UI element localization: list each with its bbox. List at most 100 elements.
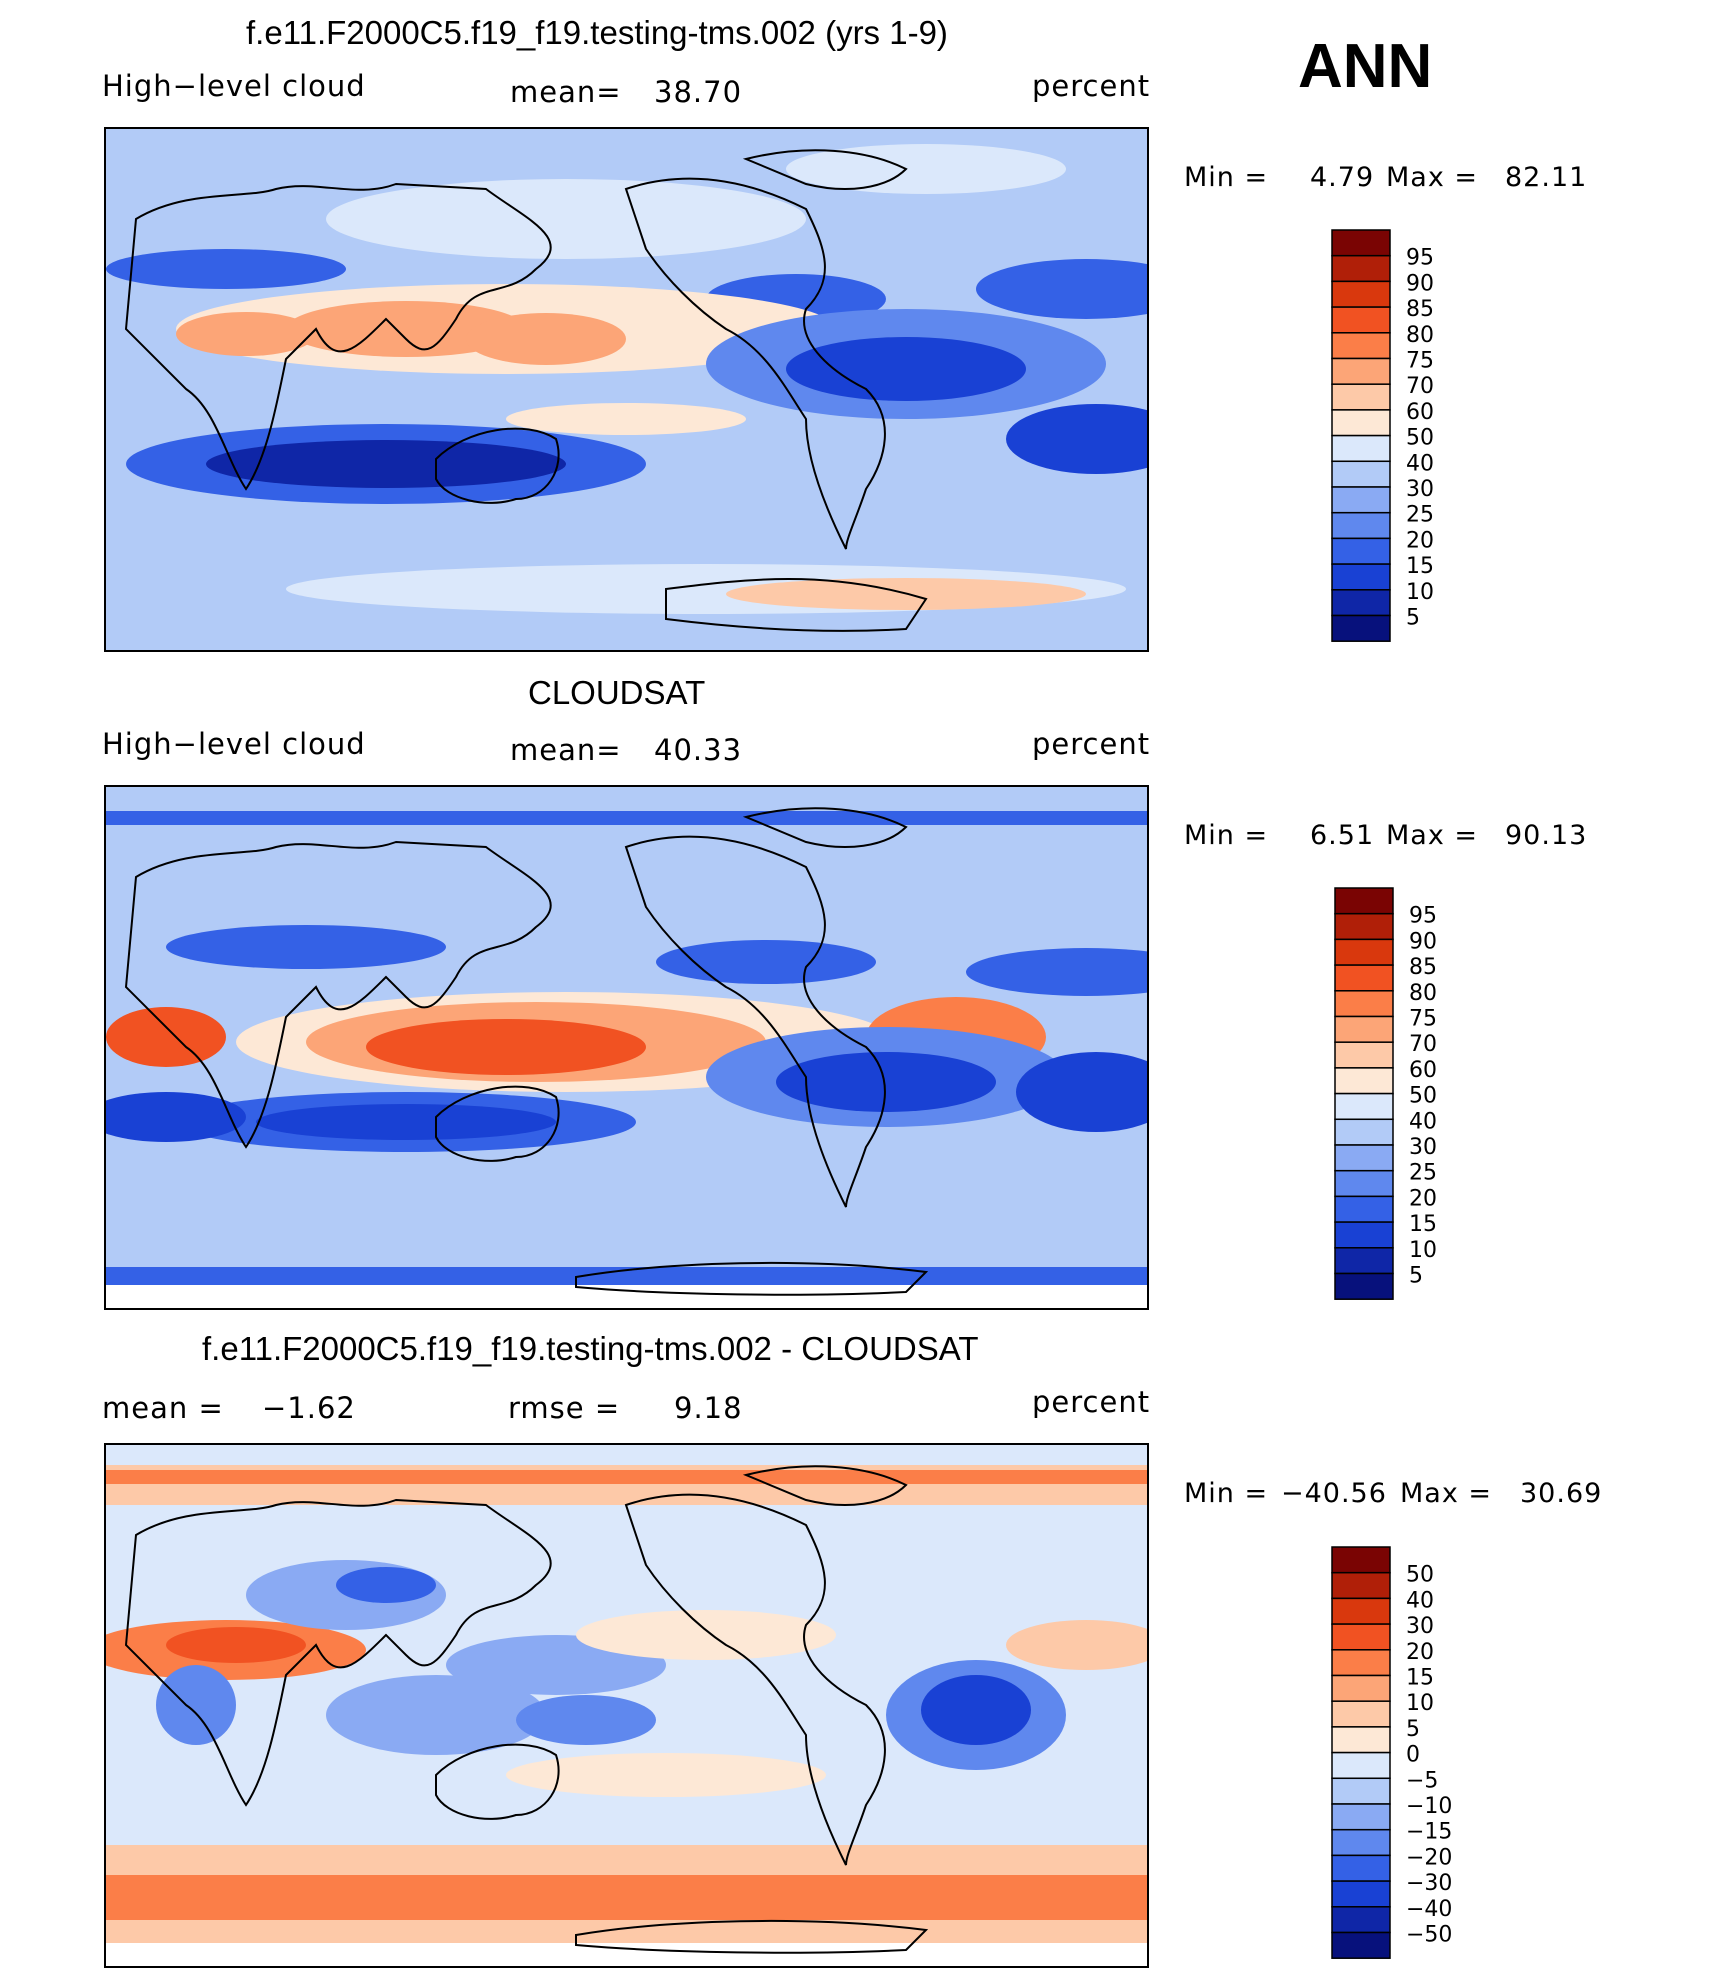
colorbar-box bbox=[1334, 1118, 1394, 1146]
colorbar-level-label: −10 bbox=[1406, 1794, 1452, 1819]
colorbar-level-label: 70 bbox=[1409, 1032, 1437, 1057]
colorbar-box bbox=[1331, 357, 1391, 385]
colorbar-box bbox=[1331, 1854, 1391, 1882]
colorbar-box bbox=[1331, 460, 1391, 488]
colorbar-level-label: 5 bbox=[1406, 1717, 1420, 1742]
colorbar-level-label: 40 bbox=[1406, 1588, 1434, 1613]
colorbar-level-label: 20 bbox=[1406, 1640, 1434, 1665]
colorbar-level-label: 85 bbox=[1409, 955, 1437, 980]
colorbar-level-label: 70 bbox=[1406, 374, 1434, 399]
colorbar-level-label: 75 bbox=[1409, 1007, 1437, 1032]
colorbar-level-label: −20 bbox=[1406, 1845, 1452, 1870]
colorbar-box bbox=[1331, 1751, 1391, 1780]
panel-2-max-label: Max = bbox=[1386, 820, 1479, 851]
colorbar-box bbox=[1331, 1931, 1391, 1959]
panel-2-min-label: Min = bbox=[1184, 820, 1269, 851]
colorbar-box bbox=[1331, 1700, 1391, 1728]
season-label: ANN bbox=[1298, 32, 1433, 101]
colorbar-box bbox=[1331, 1674, 1391, 1702]
colorbar-box bbox=[1334, 1221, 1394, 1249]
panel-3-max-label: Max = bbox=[1400, 1478, 1493, 1509]
panel-2-title: CLOUDSAT bbox=[528, 674, 706, 711]
panel-2-contour-field bbox=[106, 787, 1147, 1308]
colorbar-level-label: 15 bbox=[1409, 1212, 1437, 1237]
panel-1-variable-label: High−level cloud bbox=[102, 69, 366, 103]
colorbar-box bbox=[1334, 912, 1394, 941]
colorbar-box bbox=[1334, 938, 1394, 966]
panel-3-title: f.e11.F2000C5.f19_f19.testing-tms.002 - … bbox=[202, 1330, 979, 1367]
colorbar-box bbox=[1331, 280, 1391, 308]
colorbar-level-label: −50 bbox=[1406, 1923, 1452, 1948]
panel-3-rmse-label: rmse = bbox=[508, 1391, 621, 1425]
colorbar-level-label: 50 bbox=[1406, 426, 1434, 451]
panel-2-mean-value: 40.33 bbox=[654, 733, 743, 767]
panel-3-rmse-value: 9.18 bbox=[674, 1391, 743, 1425]
panel-2-map bbox=[104, 785, 1149, 1310]
colorbar-level-label: −30 bbox=[1406, 1871, 1452, 1896]
panel-1-map bbox=[104, 127, 1149, 652]
colorbar-box bbox=[1331, 383, 1391, 411]
colorbar-level-label: 20 bbox=[1406, 528, 1434, 553]
colorbar-box bbox=[1331, 332, 1391, 360]
colorbar-level-label: 10 bbox=[1406, 1691, 1434, 1716]
colorbar-box bbox=[1331, 229, 1391, 257]
panel-2-min-value: 6.51 bbox=[1310, 820, 1375, 851]
colorbar-box bbox=[1331, 537, 1391, 565]
colorbar-level-label: 0 bbox=[1406, 1743, 1420, 1768]
colorbar-box bbox=[1334, 1092, 1394, 1121]
colorbar-level-label: 20 bbox=[1409, 1186, 1437, 1211]
colorbar-box bbox=[1334, 1067, 1394, 1095]
colorbar-box bbox=[1331, 1803, 1391, 1831]
colorbar-box bbox=[1331, 254, 1391, 283]
colorbar-level-label: 90 bbox=[1406, 271, 1434, 296]
colorbar-box bbox=[1334, 1247, 1394, 1275]
colorbar-level-label: 10 bbox=[1406, 580, 1434, 605]
colorbar-box bbox=[1334, 990, 1394, 1018]
colorbar-box bbox=[1331, 486, 1391, 514]
colorbar-level-label: 90 bbox=[1409, 929, 1437, 954]
colorbar-level-label: 30 bbox=[1406, 477, 1434, 502]
colorbar-level-label: 80 bbox=[1406, 323, 1434, 348]
colorbar-box bbox=[1331, 1906, 1391, 1934]
colorbar-level-label: 95 bbox=[1406, 246, 1434, 271]
colorbar-box bbox=[1331, 563, 1391, 591]
colorbar-box bbox=[1334, 964, 1394, 992]
colorbar-box bbox=[1334, 1195, 1394, 1223]
panel-3-map bbox=[104, 1443, 1149, 1968]
panel-2-mean-label: mean= bbox=[510, 733, 622, 767]
panel-1-units: percent bbox=[1032, 69, 1151, 103]
colorbar-box bbox=[1331, 1597, 1391, 1625]
panel-3-mean-value: −1.62 bbox=[262, 1391, 356, 1425]
colorbar-box bbox=[1331, 1880, 1391, 1908]
colorbar-box bbox=[1331, 589, 1391, 617]
panel-3-min-label: Min = bbox=[1184, 1478, 1269, 1509]
panel-1-title: f.e11.F2000C5.f19_f19.testing-tms.002 (y… bbox=[246, 14, 948, 51]
colorbar-box bbox=[1331, 1828, 1391, 1857]
colorbar-box bbox=[1331, 511, 1391, 540]
colorbar-level-label: 30 bbox=[1409, 1135, 1437, 1160]
colorbar-box bbox=[1334, 1041, 1394, 1069]
colorbar-level-label: −15 bbox=[1406, 1820, 1452, 1845]
colorbar-level-label: 15 bbox=[1406, 1666, 1434, 1691]
colorbar-box bbox=[1334, 1272, 1394, 1300]
colorbar-box bbox=[1334, 887, 1394, 915]
colorbar-box bbox=[1334, 1169, 1394, 1198]
colorbar-level-label: 40 bbox=[1409, 1109, 1437, 1134]
colorbar-level-label: 85 bbox=[1406, 297, 1434, 322]
colorbar-level-label: 60 bbox=[1406, 400, 1434, 425]
colorbar-box bbox=[1331, 1777, 1391, 1805]
colorbar-level-label: 95 bbox=[1409, 904, 1437, 929]
colorbar-level-label: −5 bbox=[1406, 1768, 1438, 1793]
colorbar-level-label: 75 bbox=[1406, 349, 1434, 374]
panel-1-contour-field bbox=[106, 129, 1147, 650]
colorbar-level-label: 5 bbox=[1409, 1264, 1423, 1289]
panel-1-min-value: 4.79 bbox=[1310, 162, 1375, 193]
panel-2-max-value: 90.13 bbox=[1505, 820, 1588, 851]
colorbar-level-label: 30 bbox=[1406, 1614, 1434, 1639]
colorbar-level-label: 50 bbox=[1406, 1563, 1434, 1588]
panel-2-units: percent bbox=[1032, 727, 1151, 761]
colorbar-box bbox=[1331, 1623, 1391, 1651]
